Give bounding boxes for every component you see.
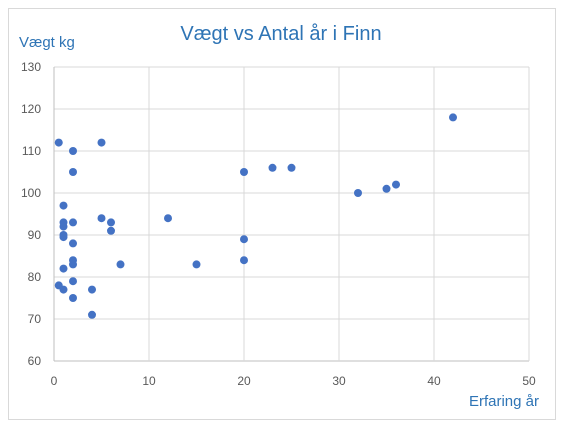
data-point [97,214,106,223]
data-point [59,233,68,242]
data-point [382,184,391,193]
y-tick-label: 80 [28,270,42,284]
data-point [69,277,77,286]
data-point [59,285,68,294]
data-point [69,147,77,155]
data-point [116,260,125,269]
y-tick-label: 120 [21,102,41,116]
data-point [88,285,96,294]
data-point [59,201,68,210]
y-tick-label: 110 [22,144,41,158]
data-point [354,189,362,197]
data-point [240,256,248,265]
chart-title: Vægt vs Antal år i Finn [180,23,381,45]
data-point [164,214,172,223]
data-point [54,138,63,147]
data-point [88,310,96,319]
data-point [69,218,77,227]
x-tick-label: 0 [51,374,58,388]
data-point [69,168,77,176]
data-point [107,226,115,235]
data-point [69,239,77,248]
x-tick-label: 10 [142,374,156,388]
y-axis-title: Vægt kg [19,34,75,51]
data-point [69,260,77,269]
y-tick-label: 100 [21,186,41,200]
data-point [268,163,277,172]
y-tick-label: 90 [28,228,42,242]
data-point [59,222,68,231]
x-tick-label: 20 [237,374,251,388]
data-point [192,260,201,269]
y-tick-label: 60 [28,354,42,368]
grid-layer [53,66,530,362]
data-point [287,163,296,172]
data-points [54,113,457,319]
x-tick-label: 30 [332,374,346,388]
tick-layer: 60 70 80 90 100 110 120 130 0 10 20 30 40 50 [21,60,536,388]
data-point [107,218,115,227]
x-tick-label: 40 [427,374,441,388]
y-tick-label: 130 [21,60,41,74]
data-point [240,235,248,244]
y-tick-label: 70 [28,312,42,326]
data-point [59,264,68,273]
data-point [392,180,400,189]
data-point [69,294,77,302]
data-point [240,168,248,176]
data-point [449,113,457,122]
x-axis-title: Erfaring år [469,393,539,410]
data-point [97,138,106,147]
chart-frame [8,8,556,420]
x-tick-label: 50 [522,374,536,388]
